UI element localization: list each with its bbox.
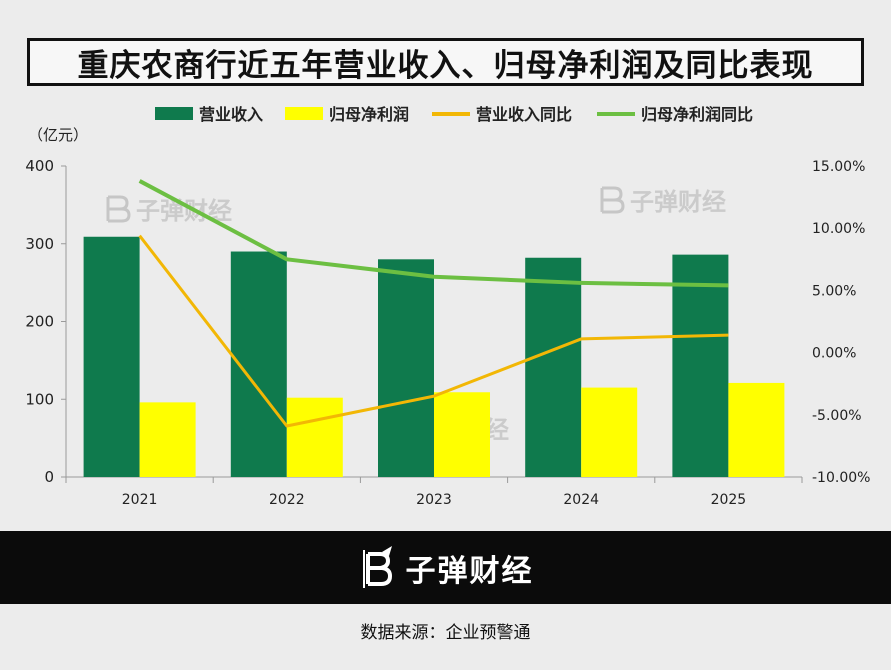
y-right-tick-label: 5.00% <box>812 283 856 299</box>
y-left-tick-label: 200 <box>25 313 54 331</box>
bar-net-profit <box>139 402 196 477</box>
watermark: 子弹财经 <box>600 186 726 216</box>
y-axis-unit-label: （亿元） <box>28 126 88 144</box>
x-tick-label: 2024 <box>563 492 599 508</box>
lines <box>138 179 729 428</box>
y-left-tick-label: 400 <box>25 157 54 175</box>
brand: 子弹财经 <box>358 545 534 590</box>
legend-label: 归母净利润 <box>329 105 409 124</box>
legend-swatch <box>155 107 193 120</box>
y-left-tick-label: 300 <box>25 235 54 253</box>
watermark-logo-icon <box>600 186 625 214</box>
chart-title: 重庆农商行近五年营业收入、归母净利润及同比表现 <box>27 38 864 86</box>
line-profit-yoy <box>138 179 729 288</box>
legend-label: 归母净利润同比 <box>641 105 753 124</box>
y-left-tick-label: 100 <box>25 390 54 408</box>
brand-name: 子弹财经 <box>405 553 534 589</box>
x-tick-label: 2021 <box>122 492 158 508</box>
x-tick-label: 2023 <box>416 492 452 508</box>
y-left-tick-label: 0 <box>44 468 54 486</box>
legend-label: 营业收入 <box>199 105 263 124</box>
bar-revenue <box>525 257 582 477</box>
bar-revenue <box>83 236 140 477</box>
bar-net-profit <box>434 392 490 477</box>
y-right-tick-label: 10.00% <box>812 221 865 237</box>
line-revenue-yoy <box>138 234 729 428</box>
bar-revenue <box>378 259 434 477</box>
legend-label: 营业收入同比 <box>476 105 572 124</box>
bar-revenue <box>672 254 729 477</box>
bars <box>83 236 785 477</box>
legend: 营业收入 归母净利润 营业收入同比 归母净利润同比 <box>155 105 753 124</box>
bullet-coin-logo-icon <box>358 545 398 590</box>
x-tick-label: 2022 <box>269 492 305 508</box>
y-right-tick-label: 15.00% <box>812 159 865 175</box>
y-right-tick-label: 0.00% <box>812 346 856 362</box>
watermark-logo-icon <box>106 195 131 223</box>
x-tick-label: 2025 <box>711 492 747 508</box>
bar-net-profit <box>286 397 343 477</box>
watermark-text: 子弹财经 <box>630 188 726 216</box>
y-right-tick-label: -5.00% <box>812 408 862 424</box>
y-right-tick-label: -10.00% <box>812 470 870 486</box>
legend-swatch <box>285 107 323 120</box>
bar-net-profit <box>728 382 785 477</box>
bar-net-profit <box>581 387 638 477</box>
footer-band: 子弹财经 <box>0 531 891 604</box>
data-source: 数据来源：企业预警通 <box>360 623 531 643</box>
